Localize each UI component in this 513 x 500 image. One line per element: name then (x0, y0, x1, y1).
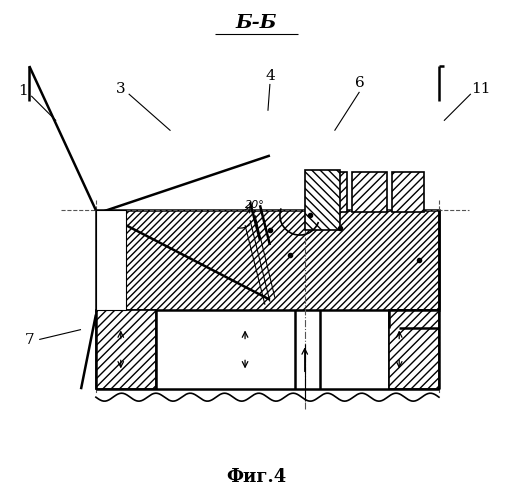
Bar (352, 172, 387, 212)
Bar (96, 310, 155, 389)
Polygon shape (96, 210, 126, 310)
Bar (392, 172, 424, 212)
Text: 1: 1 (18, 84, 28, 98)
Text: 4: 4 (265, 69, 275, 83)
Polygon shape (96, 210, 439, 310)
Text: Б-Б: Б-Б (235, 14, 277, 32)
Text: 7: 7 (25, 332, 34, 346)
Bar (305, 170, 340, 230)
Text: 6: 6 (354, 76, 364, 90)
Text: Фиг.4: Фиг.4 (226, 468, 286, 485)
Text: 3: 3 (116, 82, 126, 96)
Bar (389, 310, 439, 389)
Text: 20°: 20° (245, 200, 265, 210)
Bar (314, 172, 347, 212)
Text: 11: 11 (471, 82, 490, 96)
